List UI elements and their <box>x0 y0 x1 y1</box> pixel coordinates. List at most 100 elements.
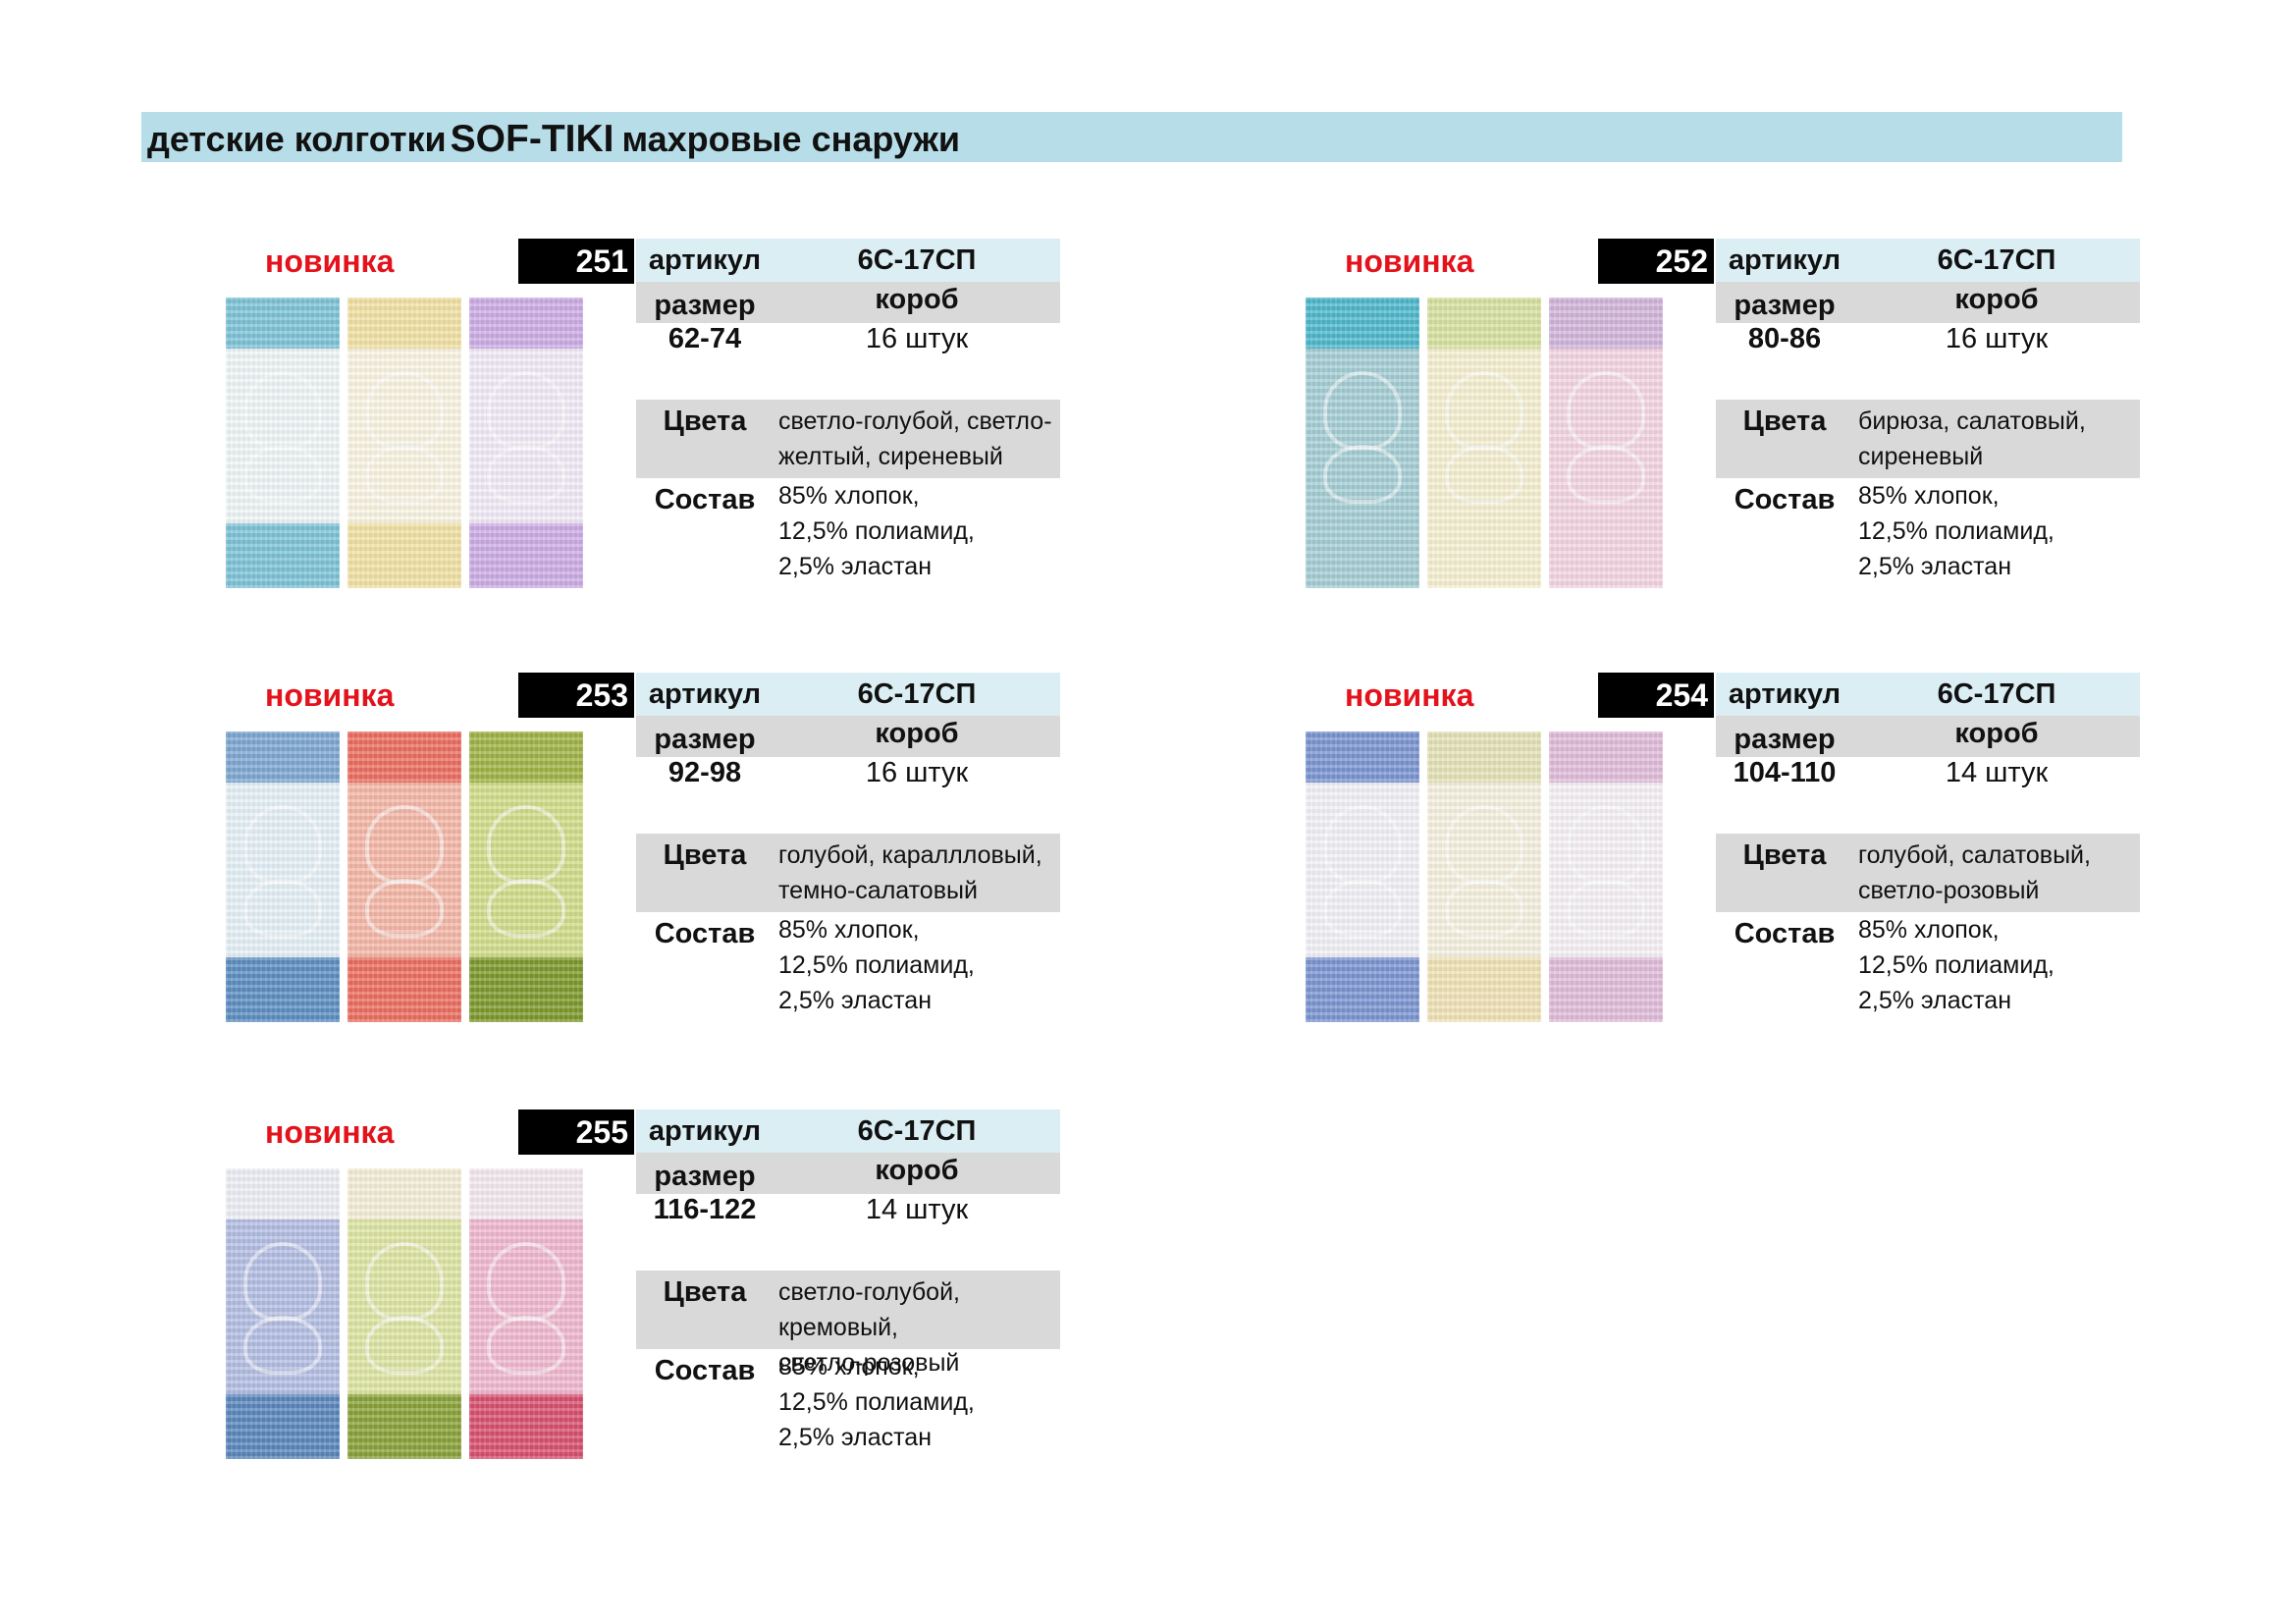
composition-row: Состав 85% хлопок, 12,5% полиамид, 2,5% … <box>636 1349 1060 1457</box>
new-label: новинка <box>1345 244 1474 279</box>
ornament-pattern <box>487 445 565 504</box>
composition-row: Состав 85% хлопок, 12,5% полиамид, 2,5% … <box>1716 912 2140 1020</box>
swatch-coral <box>347 731 461 1022</box>
product-photos <box>226 298 618 592</box>
article-label: артикул <box>648 244 762 276</box>
size-row: размер короб <box>636 282 1060 323</box>
product-photos <box>1306 731 1698 1026</box>
product-card-255: новинка 255 артикул 6С-17СП размер короб… <box>226 1110 1060 1483</box>
colors-row: Цвета голубой, салатовый, светло-розовый <box>1716 834 2140 912</box>
terry-texture <box>226 731 340 1022</box>
colors-value: светло-голубой, кремовый, светло-розовый <box>778 1278 960 1377</box>
product-card-252: новинка 252 артикул 6С-17СП размер короб… <box>1306 239 2140 612</box>
swatch-top-band <box>1427 298 1541 349</box>
swatch-bottom-band <box>469 957 583 1022</box>
terry-texture <box>1549 298 1663 588</box>
size-row: размер короб <box>1716 282 2140 323</box>
box-label: короб <box>1954 284 2039 315</box>
terry-texture <box>226 1168 340 1459</box>
composition-label: Состав <box>1734 918 1836 949</box>
new-label: новинка <box>1345 677 1474 713</box>
swatch-top-band <box>226 1168 340 1219</box>
size-label: размер <box>654 724 756 755</box>
colors-row: Цвета светло-голубой, светло- желтый, си… <box>636 400 1060 478</box>
terry-texture <box>1549 731 1663 1022</box>
product-number: 254 <box>1598 673 1714 718</box>
ornament-pattern <box>243 1316 322 1375</box>
swatch-top-band <box>347 1168 461 1219</box>
terry-texture <box>347 731 461 1022</box>
swatch-bottom-band <box>226 523 340 588</box>
swatch-top-band <box>1549 298 1663 349</box>
ornament-pattern <box>1445 445 1523 504</box>
swatch-bottom-band <box>469 1394 583 1459</box>
swatch-light-green <box>1427 731 1541 1022</box>
swatch-bottom-band <box>347 523 461 588</box>
composition-label: Состав <box>1734 484 1836 515</box>
article-row: артикул 6С-17СП <box>1716 239 2140 282</box>
ornament-pattern <box>365 1316 444 1375</box>
colors-label: Цвета <box>663 1276 747 1308</box>
swatch-light-pink <box>469 1168 583 1459</box>
swatch-bottom-band <box>1306 523 1419 588</box>
swatch-dark-green <box>469 731 583 1022</box>
box-label: короб <box>875 284 959 315</box>
page-title: детские колготки SOF-TIKI махровые снаружи <box>147 118 960 161</box>
product-photos <box>1306 298 1698 592</box>
swatch-top-band <box>347 298 461 349</box>
composition-label: Состав <box>654 918 756 949</box>
article-value: 6С-17СП <box>1937 244 2056 276</box>
ornament-pattern <box>243 445 322 504</box>
article-row: артикул 6С-17СП <box>636 239 1060 282</box>
terry-texture <box>1427 298 1541 588</box>
size-label: размер <box>1734 290 1836 321</box>
swatch-top-band <box>1306 731 1419 783</box>
size-value: 116-122 <box>653 1194 757 1225</box>
composition-label: Состав <box>654 1355 756 1386</box>
ornament-pattern <box>365 879 444 938</box>
swatch-top-band <box>1427 731 1541 783</box>
swatch-bottom-band <box>1549 957 1663 1022</box>
size-value-row: 62-74 16 штук <box>636 323 1060 362</box>
colors-label: Цвета <box>663 406 747 437</box>
new-label: новинка <box>265 677 395 713</box>
size-value: 80-86 <box>1747 323 1822 354</box>
swatch-bottom-band <box>226 1394 340 1459</box>
swatch-light-pink <box>1549 731 1663 1022</box>
ornament-pattern <box>1567 445 1645 504</box>
product-card-254: новинка 254 артикул 6С-17СП размер короб… <box>1306 673 2140 1046</box>
swatch-light-blue <box>226 1168 340 1459</box>
composition-value: 85% хлопок, 12,5% полиамид, 2,5% эластан <box>778 482 975 580</box>
article-value: 6С-17СП <box>1937 678 2056 710</box>
article-row: артикул 6С-17СП <box>636 1110 1060 1153</box>
article-row: артикул 6С-17СП <box>636 673 1060 716</box>
size-label: размер <box>1734 724 1836 755</box>
new-label: новинка <box>265 244 395 279</box>
terry-texture <box>1306 298 1419 588</box>
composition-label: Состав <box>654 484 756 515</box>
swatch-cream <box>347 1168 461 1459</box>
size-value: 62-74 <box>667 323 742 354</box>
swatch-lilac <box>1549 298 1663 588</box>
article-row: артикул 6С-17СП <box>1716 673 2140 716</box>
article-label: артикул <box>1728 678 1842 710</box>
swatch-top-band <box>469 731 583 783</box>
ornament-pattern <box>1445 879 1523 938</box>
swatch-bottom-band <box>347 957 461 1022</box>
swatch-blue <box>1306 731 1419 1022</box>
article-label: артикул <box>648 1115 762 1147</box>
size-value: 92-98 <box>667 757 742 788</box>
size-row: размер короб <box>636 716 1060 757</box>
swatch-turquoise <box>1306 298 1419 588</box>
box-quantity: 14 штук <box>865 1194 969 1225</box>
box-label: короб <box>875 718 959 749</box>
article-value: 6С-17СП <box>857 244 977 276</box>
size-label: размер <box>654 290 756 321</box>
composition-row: Состав 85% хлопок, 12,5% полиамид, 2,5% … <box>636 478 1060 586</box>
ornament-pattern <box>1323 879 1402 938</box>
new-label: новинка <box>265 1114 395 1150</box>
size-row: размер короб <box>1716 716 2140 757</box>
swatch-top-band <box>226 731 340 783</box>
box-quantity: 16 штук <box>865 757 969 788</box>
swatch-light-blue <box>226 298 340 588</box>
